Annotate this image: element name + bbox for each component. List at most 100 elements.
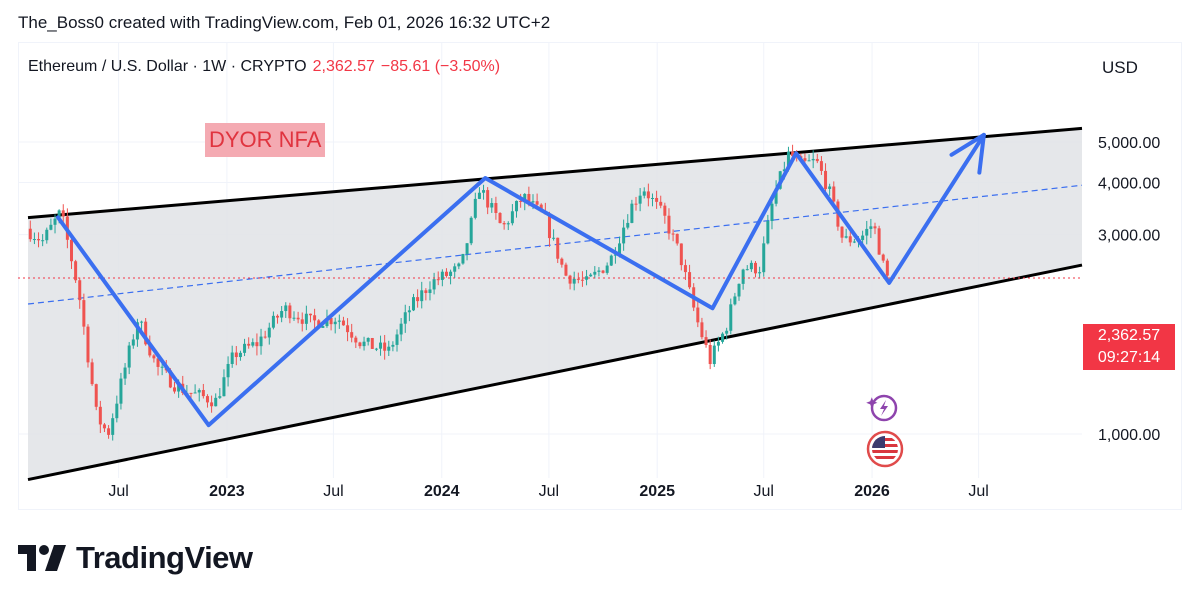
candle-body: [90, 362, 94, 385]
y-tick-label: 5,000.00: [1098, 135, 1160, 152]
candle-body: [321, 326, 325, 328]
candle-body: [638, 195, 642, 204]
candle-body: [745, 269, 749, 271]
candle-body: [53, 218, 57, 225]
symbol-legend[interactable]: Ethereum / U.S. Dollar · 1W · CRYPTO 2,36…: [28, 58, 500, 76]
candle-body: [234, 352, 238, 358]
candle-body: [642, 191, 646, 196]
candle-body: [770, 203, 774, 222]
candle-body: [601, 270, 605, 273]
lightning-alert-icon[interactable]: [864, 392, 898, 426]
brand-name: TradingView: [76, 540, 253, 575]
candle-body: [688, 272, 692, 288]
candle-body: [655, 197, 659, 202]
tradingview-brand[interactable]: TradingView: [18, 540, 253, 576]
candle-body: [725, 330, 729, 334]
candle-body: [189, 392, 193, 394]
candle-body: [486, 190, 490, 208]
candle-body: [337, 320, 341, 322]
candle-body: [626, 222, 630, 228]
candle-body: [683, 265, 687, 273]
candle-body: [852, 241, 856, 243]
candle-body: [61, 210, 65, 217]
candle-body: [650, 197, 654, 199]
candle-body: [749, 262, 753, 270]
candle-body: [659, 201, 663, 206]
candle-body: [226, 363, 230, 378]
candle-body: [156, 358, 160, 367]
candle-body: [346, 325, 350, 333]
candle-body: [564, 264, 568, 276]
candle-body: [399, 323, 403, 335]
y-tick-label: 3,000.00: [1098, 228, 1160, 245]
candle-body: [869, 226, 873, 229]
candle-body: [37, 239, 41, 241]
candle-body: [580, 279, 584, 281]
candle-body: [407, 310, 411, 313]
candle-body: [119, 378, 123, 404]
candle-body: [440, 271, 444, 280]
tradingview-logo-icon: [18, 545, 66, 571]
dyor-annotation[interactable]: DYOR NFA: [205, 123, 326, 157]
candle-body: [193, 392, 197, 394]
candle-body: [861, 235, 865, 241]
candle-body: [515, 200, 519, 212]
candle-body: [593, 271, 597, 275]
candle-body: [292, 317, 296, 319]
x-tick-label: Jul: [108, 483, 128, 500]
candle-body: [482, 190, 486, 193]
us-flag-icon[interactable]: [866, 430, 904, 468]
candle-body: [370, 337, 374, 349]
candle-body: [585, 276, 589, 280]
candle-body: [449, 271, 453, 276]
candle-body: [78, 280, 82, 301]
currency-label[interactable]: USD: [1102, 58, 1138, 77]
candle-body: [329, 318, 333, 325]
candle-body: [667, 215, 671, 234]
candle-body: [609, 255, 613, 266]
candle-body: [263, 336, 267, 338]
candle-body: [379, 342, 383, 349]
candle-body: [721, 333, 725, 342]
candle-body: [214, 397, 218, 407]
zigzag-arrowhead: [949, 132, 986, 175]
candle-body: [568, 275, 572, 284]
candle-body: [613, 254, 617, 256]
candle-body: [411, 297, 415, 311]
candle-body: [300, 319, 304, 324]
candle-body: [712, 345, 716, 365]
channel-lower-line: [27, 263, 1083, 482]
candle-body: [811, 158, 815, 161]
candle-body: [416, 297, 420, 302]
candle-body: [69, 239, 73, 262]
candle-body: [444, 271, 448, 276]
candle-body: [885, 260, 889, 276]
channel-layer: [27, 126, 1083, 482]
current-price-tag: 2,362.57 09:27:14: [1083, 324, 1175, 370]
candle-body: [148, 344, 152, 356]
candle-body: [453, 266, 457, 272]
candle-body: [807, 160, 811, 162]
candle-body: [28, 228, 32, 240]
candle-body: [502, 223, 506, 225]
candle-body: [288, 305, 292, 319]
candle-body: [547, 214, 551, 239]
candle-body: [308, 313, 312, 316]
candle-body: [259, 336, 263, 347]
candle-body: [201, 390, 205, 397]
candle-body: [461, 253, 465, 264]
candle-body: [74, 261, 78, 281]
candle-body: [815, 158, 819, 162]
candle-body: [341, 320, 345, 326]
candle-body: [115, 403, 119, 419]
candle-body: [280, 311, 284, 318]
candle-body: [160, 366, 164, 368]
chart-frame: [18, 42, 1182, 510]
candle-body: [758, 272, 762, 274]
price-tag-countdown: 09:27:14: [1097, 349, 1161, 366]
candle-body: [523, 193, 527, 202]
candle-body: [140, 321, 144, 323]
candle-body: [197, 390, 201, 393]
symbol-name[interactable]: Ethereum / U.S. Dollar · 1W · CRYPTO: [28, 58, 307, 75]
